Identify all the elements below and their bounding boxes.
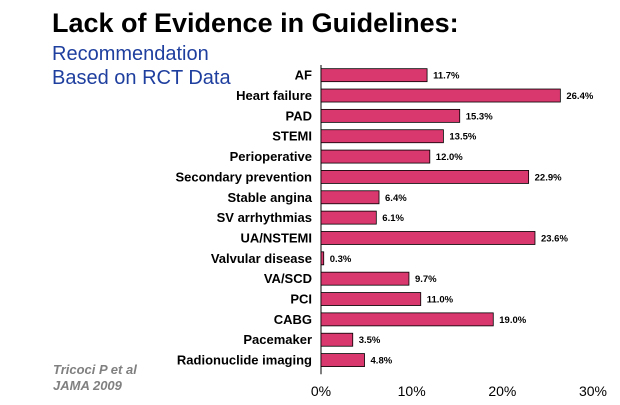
category-label: CABG [274, 312, 312, 327]
category-label: VA/SCD [264, 271, 312, 286]
data-label: 4.8% [371, 356, 393, 367]
category-label: Heart failure [236, 88, 312, 103]
category-label: UA/NSTEMI [241, 230, 313, 245]
chart-subtitle-line-2: Based on RCT Data [52, 67, 231, 89]
data-label: 6.1% [382, 213, 404, 224]
data-label: 23.6% [541, 233, 568, 244]
source-citation-line-1: Tricoci P et al [53, 362, 137, 377]
category-label: Stable angina [227, 190, 312, 205]
x-tick-label: 30% [579, 383, 607, 399]
category-label: PCI [290, 292, 312, 307]
bar [320, 251, 325, 266]
category-label: Valvular disease [211, 251, 312, 266]
bar [320, 332, 354, 347]
chart-subtitle-line-1: Recommendation [52, 43, 209, 65]
bar [320, 68, 428, 83]
data-label: 12.0% [436, 152, 463, 163]
data-label: 19.0% [499, 315, 526, 326]
category-label: Radionuclide imaging [177, 353, 312, 368]
bar [320, 170, 530, 184]
bar [320, 88, 561, 103]
data-label: 3.5% [359, 335, 381, 346]
bar [320, 312, 494, 327]
data-label: 11.0% [427, 295, 454, 306]
category-label: Perioperative [230, 149, 312, 164]
data-label: 0.3% [330, 254, 352, 265]
category-label: PAD [286, 108, 312, 123]
category-label: Pacemaker [243, 332, 312, 347]
bar [320, 210, 377, 225]
bar [320, 190, 380, 205]
category-label: Secondary prevention [175, 169, 312, 184]
bar [320, 353, 365, 367]
data-label: 26.4% [566, 91, 593, 102]
category-label: STEMI [272, 129, 312, 144]
x-tick-label: 0% [311, 383, 331, 399]
bar [320, 271, 410, 286]
bar [320, 129, 444, 144]
bar [320, 292, 422, 306]
data-label: 9.7% [415, 274, 437, 285]
source-citation-line-2: JAMA 2009 [53, 378, 122, 393]
data-label: 13.5% [449, 132, 476, 143]
data-label: 22.9% [535, 172, 562, 183]
x-tick-label: 20% [488, 383, 516, 399]
bar [320, 149, 431, 164]
category-label: SV arrhythmias [217, 210, 312, 225]
category-label: AF [295, 68, 312, 83]
bar [320, 108, 461, 123]
data-label: 11.7% [433, 71, 460, 82]
data-label: 6.4% [385, 193, 407, 204]
x-tick-label: 10% [398, 383, 426, 399]
chart-title: Lack of Evidence in Guidelines: [52, 8, 459, 38]
bar [320, 231, 536, 245]
data-label: 15.3% [466, 111, 493, 122]
